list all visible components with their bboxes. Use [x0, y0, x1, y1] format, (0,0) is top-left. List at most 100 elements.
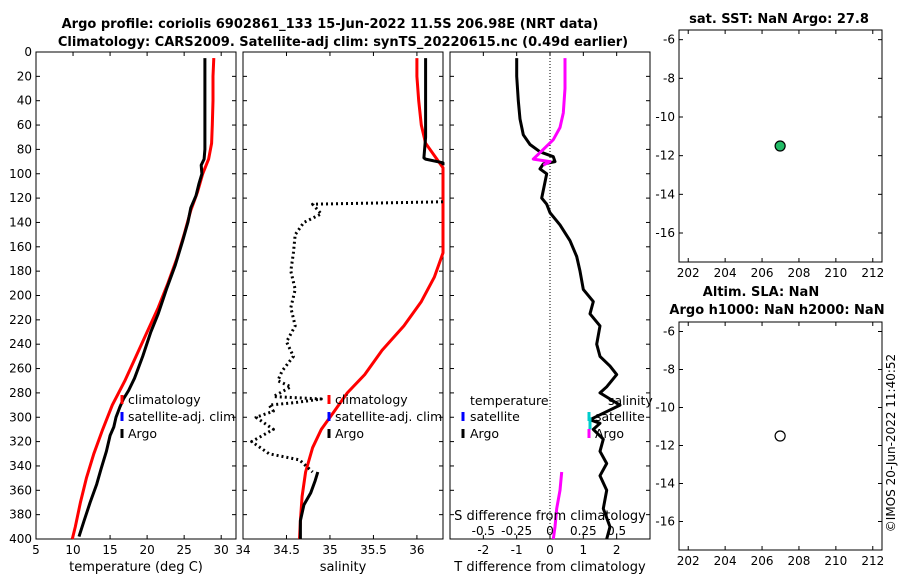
series-line — [422, 58, 445, 166]
y-tick-label: 180 — [9, 264, 32, 278]
sst-map-panel: 202 204 206 208 210 212 -6 -8 -10 -12 -14 -16 — [655, 29, 884, 280]
legend-label: satellite — [470, 409, 520, 424]
series-line — [531, 58, 567, 167]
x-tick-label: -2 — [477, 543, 489, 557]
y-tick-label: -14 — [655, 477, 675, 491]
y-tick-label: -16 — [655, 515, 675, 529]
legend-label: satellite — [595, 409, 645, 424]
y-tick-label: 200 — [9, 289, 32, 303]
plot-frame — [242, 51, 444, 540]
y-tick-label: 0 — [24, 45, 32, 59]
x-tick-label: 35 — [322, 543, 337, 557]
x-tick-label: 25 — [177, 543, 192, 557]
y-tick-label: 380 — [9, 508, 32, 522]
figure-title-line1: Argo profile: coriolis 6902861_133 15-Ju… — [62, 17, 599, 32]
x-tick-label: 15 — [102, 543, 117, 557]
y-tick-label: -12 — [655, 439, 675, 453]
y-tick-label: 80 — [17, 142, 32, 156]
x-tick-label: 208 — [788, 554, 811, 568]
y-tick-label: -8 — [663, 71, 675, 85]
y-tick-label: -14 — [655, 187, 675, 201]
temperature-panel: 5 10 15 20 25 3002040608010012014016018020022… — [9, 45, 237, 575]
series-line — [70, 58, 216, 540]
legend-label: Argo — [595, 426, 624, 441]
x-tick-label: 202 — [677, 266, 700, 280]
series-line — [77, 58, 207, 538]
salinity-panel: 34 34.5 35 35.5 36 salinity climatology satelli… — [235, 51, 445, 575]
profile-location-marker — [774, 140, 786, 152]
y-tick-label: 280 — [9, 386, 32, 400]
x-tick-label: 35.5 — [360, 543, 387, 557]
sla-map-title-line1: Altim. SLA: NaN — [703, 285, 819, 300]
x-tick-label: 5 — [32, 543, 40, 557]
x-tick-label: 0 — [546, 543, 554, 557]
y-tick-label: 120 — [9, 191, 32, 205]
series-line — [551, 471, 564, 540]
y-tick-label: -8 — [663, 363, 675, 377]
legend-label: satellite-adj. clim — [335, 409, 442, 424]
y-tick-label: 40 — [17, 94, 32, 108]
x-tick-label: 10 — [65, 543, 80, 557]
legend-label: climatology — [335, 392, 408, 407]
y-tick-label: -16 — [655, 226, 675, 240]
profile-location-marker — [774, 430, 786, 442]
series-line — [515, 58, 622, 540]
y-tick-label: -6 — [663, 33, 675, 47]
y-tick-label: -12 — [655, 149, 675, 163]
map-frame — [678, 321, 883, 551]
x-tick-label: 20 — [139, 543, 154, 557]
difference-panel: -2 -1 0 1 2 T difference from climatology S di… — [449, 51, 653, 575]
series-line — [250, 200, 444, 474]
x-axis-label: T difference from climatology — [453, 560, 646, 575]
x-axis-label: temperature (deg C) — [69, 560, 203, 575]
x-tick-label-top: 0.5 — [607, 524, 626, 538]
map-frame — [678, 29, 883, 263]
legend-label: climatology — [128, 392, 201, 407]
x-tick-label-top: 0.25 — [570, 524, 597, 538]
x-tick-label: -1 — [511, 543, 523, 557]
x-tick-label: 204 — [714, 266, 737, 280]
series-line — [298, 58, 445, 540]
sla-map-title-line2: Argo h1000: NaN h2000: NaN — [669, 303, 884, 318]
x-tick-label: 210 — [824, 554, 847, 568]
x-tick-label: 36 — [409, 543, 424, 557]
y-tick-label: 300 — [9, 410, 32, 424]
x-tick-label: 208 — [788, 266, 811, 280]
figure-title-line2: Climatology: CARS2009. Satellite-adj cli… — [58, 35, 628, 50]
y-tick-label: -6 — [663, 325, 675, 339]
legend-title-temperature: temperature — [470, 393, 549, 408]
legend-label: Argo — [335, 426, 364, 441]
legend-label: satellite-adj. clim — [128, 409, 235, 424]
x-tick-label: 34 — [235, 543, 250, 557]
x-tick-label-top: -0.5 — [472, 524, 495, 538]
y-tick-label: 140 — [9, 215, 32, 229]
x-tick-label: 1 — [580, 543, 588, 557]
sla-map-panel: 202 204 206 208 210 212 -6 -8 -10 -12 -14 -16 — [655, 321, 884, 568]
y-tick-label: 260 — [9, 362, 32, 376]
legend-label: Argo — [128, 426, 157, 441]
y-tick-label: 240 — [9, 337, 32, 351]
y-tick-label: -10 — [655, 110, 675, 124]
y-tick-label: 160 — [9, 240, 32, 254]
timestamp: ©IMOS 20-Jun-2022 11:40:52 — [884, 354, 898, 532]
y-tick-label: 20 — [17, 69, 32, 83]
x-tick-label: 206 — [751, 554, 774, 568]
x-tick-label: 2 — [613, 543, 621, 557]
x-tick-label-top: 0 — [546, 524, 554, 538]
x-axis-label-top: S difference from climatology — [454, 509, 646, 524]
x-tick-label: 206 — [751, 266, 774, 280]
y-tick-label: 340 — [9, 459, 32, 473]
x-tick-label-top: -0.25 — [501, 524, 532, 538]
x-tick-label: 34.5 — [273, 543, 300, 557]
legend-label: Argo — [470, 426, 499, 441]
y-tick-label: 320 — [9, 435, 32, 449]
y-tick-label: 60 — [17, 118, 32, 132]
x-tick-label: 204 — [714, 554, 737, 568]
y-tick-label: 220 — [9, 313, 32, 327]
x-tick-label: 212 — [861, 266, 884, 280]
y-tick-label: -10 — [655, 401, 675, 415]
sst-map-title: sat. SST: NaN Argo: 27.8 — [689, 12, 869, 27]
x-tick-label: 210 — [824, 266, 847, 280]
y-tick-label: 400 — [9, 532, 32, 546]
